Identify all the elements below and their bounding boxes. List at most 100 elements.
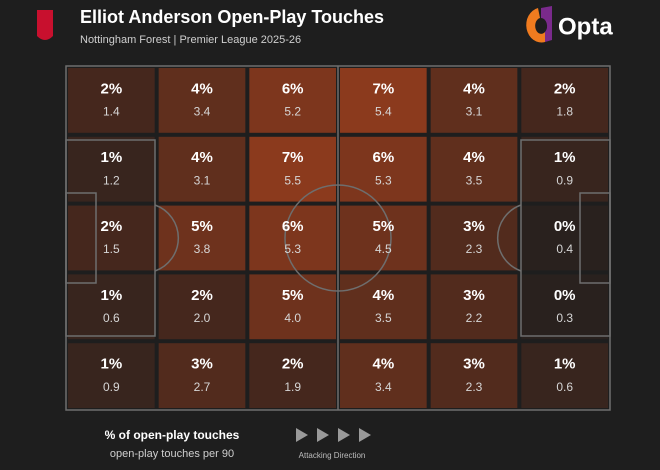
heat-cell: [158, 136, 246, 202]
club-crest: [37, 10, 53, 40]
cell-percent: 1%: [100, 356, 122, 373]
cell-per90: 2.7: [194, 380, 211, 394]
cell-per90: 4.5: [375, 242, 392, 256]
heatmap: [68, 68, 608, 408]
cell-percent: 3%: [463, 287, 485, 304]
cell-percent: 1%: [100, 287, 122, 304]
cell-percent: 4%: [191, 149, 213, 166]
cell-per90: 5.3: [284, 242, 301, 256]
heat-cell: [521, 343, 608, 408]
arrow: [359, 428, 371, 442]
heat-cell: [158, 205, 246, 271]
heat-cell: [249, 68, 336, 133]
cell-percent: 7%: [372, 80, 394, 97]
annotation: Attacking Direction: [299, 451, 366, 460]
cell-percent: 0%: [554, 218, 576, 235]
cell-per90: 2.3: [466, 242, 483, 256]
cell-per90: 3.5: [466, 173, 483, 187]
cell-per90: 2.3: [466, 380, 483, 394]
brand-logo: Opta: [526, 6, 613, 43]
legend-entry: open-play touches per 90: [110, 448, 234, 460]
heat-cell: [340, 205, 427, 271]
heat-cell: [521, 205, 608, 271]
cell-percent: 4%: [191, 80, 213, 97]
cell-percent: 6%: [282, 80, 304, 97]
brand-mark: [526, 8, 545, 43]
cell-per90: 5.5: [284, 173, 301, 187]
penalty-arc: [496, 204, 522, 272]
cell-per90: 0.3: [556, 311, 573, 325]
cell-per90: 3.8: [194, 242, 211, 256]
cell-per90: 2.2: [466, 311, 483, 325]
centre-circle: [284, 184, 392, 292]
heat-cell: [249, 205, 336, 271]
cell-per90: 0.6: [103, 311, 120, 325]
cell-per90: 0.9: [556, 173, 573, 187]
heat-cell: [249, 343, 336, 408]
cell-percent: 1%: [554, 149, 576, 166]
heat-cell: [430, 68, 518, 133]
chart-subtitle: Nottingham Forest | Premier League 2025-…: [80, 34, 301, 46]
heat-cell: [249, 136, 336, 202]
cell-percent: 3%: [463, 356, 485, 373]
cell-per90: 5.3: [375, 173, 392, 187]
cell-per90: 4.0: [284, 311, 301, 325]
cell-percent: 2%: [100, 218, 122, 235]
cell-per90: 0.9: [103, 380, 120, 394]
penalty-arc: [154, 204, 180, 272]
brand-name: Opta: [558, 13, 613, 40]
cell-percent: 2%: [554, 80, 576, 97]
cell-percent: 3%: [463, 218, 485, 235]
cell-percent: 6%: [282, 218, 304, 235]
heat-cell: [340, 343, 427, 408]
heat-cell: [521, 274, 608, 340]
cell-percent: 7%: [282, 149, 304, 166]
cell-percent: 4%: [372, 287, 394, 304]
heat-cell: [68, 205, 155, 271]
heat-cell: [430, 343, 518, 408]
cell-per90: 3.5: [375, 311, 392, 325]
cell-per90: 2.0: [194, 311, 211, 325]
goal-area: [65, 192, 97, 284]
heat-cell: [68, 274, 155, 340]
cell-per90: 5.2: [284, 105, 301, 119]
cell-percent: 2%: [100, 80, 122, 97]
heat-cell: [68, 136, 155, 202]
cell-per90: 3.1: [194, 173, 211, 187]
goal-area: [579, 192, 611, 284]
arrow: [296, 428, 308, 442]
heat-cell: [521, 136, 608, 202]
cell-percent: 1%: [554, 356, 576, 373]
heat-cell: [68, 343, 155, 408]
cell-per90: 1.4: [103, 105, 120, 119]
heat-cell: [340, 136, 427, 202]
heat-cell: [430, 136, 518, 202]
cell-per90: 0.6: [556, 380, 573, 394]
cell-per90: 1.9: [284, 380, 301, 394]
heat-cell: [158, 68, 246, 133]
arrow: [338, 428, 350, 442]
cell-per90: 5.4: [375, 105, 392, 119]
cell-percent: 5%: [282, 287, 304, 304]
legend-entry: % of open-play touches: [105, 428, 240, 442]
cell-percent: 5%: [372, 218, 394, 235]
heat-cell: [158, 343, 246, 408]
cell-percent: 4%: [463, 149, 485, 166]
cell-percent: 6%: [372, 149, 394, 166]
brand-mark: [541, 6, 552, 42]
cell-percent: 1%: [100, 149, 122, 166]
cell-per90: 3.4: [375, 380, 392, 394]
direction-arrows: [296, 428, 371, 442]
cell-labels: 2% 1.4 4% 3.4 6% 5.2 7% 5.4 4% 3.1 2% 1.8 1% 1.2 4% 3.1…: [100, 80, 575, 393]
cell-percent: 3%: [191, 356, 213, 373]
chart-title: Elliot Anderson Open-Play Touches: [80, 7, 384, 27]
heat-cell: [249, 274, 336, 340]
cell-per90: 3.4: [194, 105, 211, 119]
heat-cell: [521, 68, 608, 133]
cell-per90: 0.4: [556, 242, 573, 256]
heat-cell: [340, 274, 427, 340]
cell-per90: 1.5: [103, 242, 120, 256]
cell-per90: 3.1: [466, 105, 483, 119]
